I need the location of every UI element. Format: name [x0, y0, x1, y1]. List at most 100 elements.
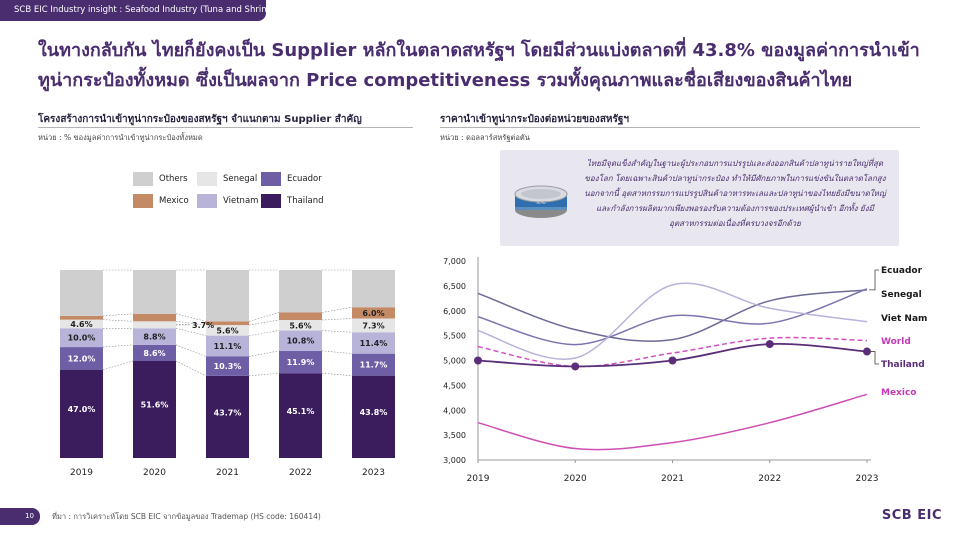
series-label-mexico: Mexico	[881, 388, 916, 398]
scb-eic-logo: SCB EIC	[881, 508, 942, 523]
bar-ecuador-2019	[60, 347, 103, 370]
stacked-bar-chart: 2019 2020 2021 2022 2023 47.0% 12.0% 10.0% 4.6% 5…	[60, 269, 395, 478]
page-number: 10	[0, 508, 40, 525]
info-callout-text: ไทยมีจุดแข็งสำคัญในฐานะผู้ประกอบการแปรรู…	[584, 159, 886, 228]
series-line-ecuador	[477, 289, 868, 342]
leader-ecuador	[869, 269, 879, 291]
data-label-vietnam-2022: 10.8%	[287, 337, 315, 346]
legend-label-vietnam: Vietnam	[223, 196, 259, 206]
legend-swatch-senegal	[197, 172, 217, 186]
bar-connector	[102, 319, 134, 322]
bar-vietnam-2022	[279, 330, 322, 351]
series-line-mexico	[477, 393, 868, 451]
bar-mexico-2022	[279, 312, 322, 321]
legend-item-vietnam: Vietnam	[197, 194, 258, 208]
x-tick-2019: 2019	[70, 468, 93, 478]
bar-vietnam-2020	[133, 328, 176, 345]
data-label-vietnam-2023: 11.4%	[360, 339, 388, 348]
series-label-viet-nam: Viet Nam	[881, 314, 927, 324]
page-headline: ในทางกลับกัน ไทยก็ยังคงเป็น Supplier หลั…	[38, 40, 920, 91]
bar-connector	[102, 313, 134, 317]
bar-thailand-2020	[133, 360, 176, 458]
bar-connector	[248, 312, 280, 322]
data-label-ecuador-2022: 11.9%	[287, 358, 315, 367]
bar-ecuador-2021	[206, 356, 249, 376]
series-line-viet-nam	[477, 282, 868, 360]
left-title-divider	[38, 127, 413, 128]
data-label-vietnam-2019: 10.0%	[68, 334, 96, 343]
legend-item-senegal: Senegal	[197, 172, 257, 186]
data-label-ecuador-2021: 10.3%	[214, 362, 242, 371]
bar-senegal-2022	[279, 320, 322, 331]
legend-label-senegal: Senegal	[223, 174, 258, 184]
bar-connector	[321, 306, 353, 313]
x-tick-2021: 2021	[661, 474, 684, 484]
data-label-vietnam-2020: 8.8%	[143, 333, 165, 342]
bar-others-2022	[279, 270, 322, 313]
point-thailand-2023	[863, 347, 871, 356]
legend-label-mexico: Mexico	[159, 196, 189, 206]
bar-mexico-2019	[60, 315, 103, 320]
bar-connector	[321, 350, 353, 354]
y-tick-label: 5,000	[443, 357, 466, 366]
bar-others-2019	[60, 270, 103, 316]
report-header-tag: SCB EIC Industry insight : Seafood Indus…	[0, 0, 278, 21]
data-label-ecuador-2020: 8.6%	[143, 349, 165, 358]
x-tick-2020: 2020	[143, 468, 166, 478]
bar-thailand-2023	[352, 375, 395, 458]
data-label-thailand-2022: 45.1%	[287, 407, 315, 416]
bar-mexico-2023	[352, 307, 395, 319]
bar-thailand-2021	[206, 375, 249, 458]
data-label-thailand-2019: 47.0%	[68, 405, 96, 414]
legend-swatch-others	[133, 172, 153, 186]
data-label-thailand-2020: 51.6%	[141, 401, 169, 410]
legend-swatch-thailand	[261, 194, 281, 208]
bar-senegal-2020	[133, 321, 176, 329]
right-chart-unit: หน่วย : ดอลลาร์สหรัฐต่อตัน	[440, 133, 530, 142]
bar-connector	[102, 344, 134, 348]
right-title-divider	[440, 127, 920, 128]
y-tick-label: 5,500	[443, 332, 466, 341]
data-label-senegal-2020: 3.7%	[192, 321, 214, 330]
right-chart-title: ราคานำเข้าทูน่ากระป๋องต่อหน่วยของสหรัฐฯ	[440, 114, 630, 125]
legend-swatch-mexico	[133, 194, 153, 208]
bar-vietnam-2021	[206, 335, 249, 357]
bar-thailand-2022	[279, 373, 322, 458]
bar-ecuador-2023	[352, 353, 395, 376]
bar-mexico-2021	[206, 321, 249, 326]
legend-item-ecuador: Ecuador	[261, 172, 322, 186]
bar-others-2023	[352, 270, 395, 308]
bar-connector	[248, 330, 280, 336]
series-label-ecuador: Ecuador	[881, 266, 923, 276]
bar-senegal-2021	[206, 325, 249, 336]
line-chart: 7,000 6,500 6,000 5,500 5,000 4,500 4,000 3,500…	[443, 257, 927, 484]
series-label-senegal: Senegal	[881, 290, 922, 300]
bar-others-2021	[206, 270, 249, 322]
bar-others-2020	[133, 270, 176, 314]
leader-thailand	[869, 351, 879, 365]
y-tick-label: 6,000	[443, 307, 466, 316]
bar-senegal-2023	[352, 318, 395, 333]
bar-thailand-2019	[60, 369, 103, 458]
point-thailand-2020	[571, 362, 580, 371]
x-tick-2023: 2023	[856, 474, 879, 484]
data-label-mexico-2023: 6.0%	[362, 309, 384, 318]
data-label-thailand-2023: 43.8%	[360, 408, 388, 417]
tuna-can-icon: ~~	[514, 185, 568, 218]
bar-mexico-2020	[133, 313, 176, 322]
bar-vietnam-2023	[352, 332, 395, 354]
data-label-senegal-2022: 5.6%	[289, 321, 311, 330]
bar-connector	[175, 344, 207, 357]
bar-connector	[321, 330, 353, 333]
point-thailand-2021	[668, 356, 677, 365]
y-tick-label: 6,500	[443, 282, 466, 291]
svg-text:~~: ~~	[536, 200, 546, 207]
y-tick-label: 3,000	[443, 456, 466, 465]
bar-connector	[248, 319, 280, 326]
x-tick-2022: 2022	[758, 474, 781, 484]
series-label-thailand: Thailand	[881, 360, 925, 370]
legend-label-ecuador: Ecuador	[287, 174, 322, 184]
legend-item-others: Others	[133, 172, 188, 186]
data-label-thailand-2021: 43.7%	[214, 408, 242, 417]
info-callout: ~~ ไทยมีจุดแข็งสำคัญในฐานะผู้ประกอบการแป…	[500, 150, 899, 246]
